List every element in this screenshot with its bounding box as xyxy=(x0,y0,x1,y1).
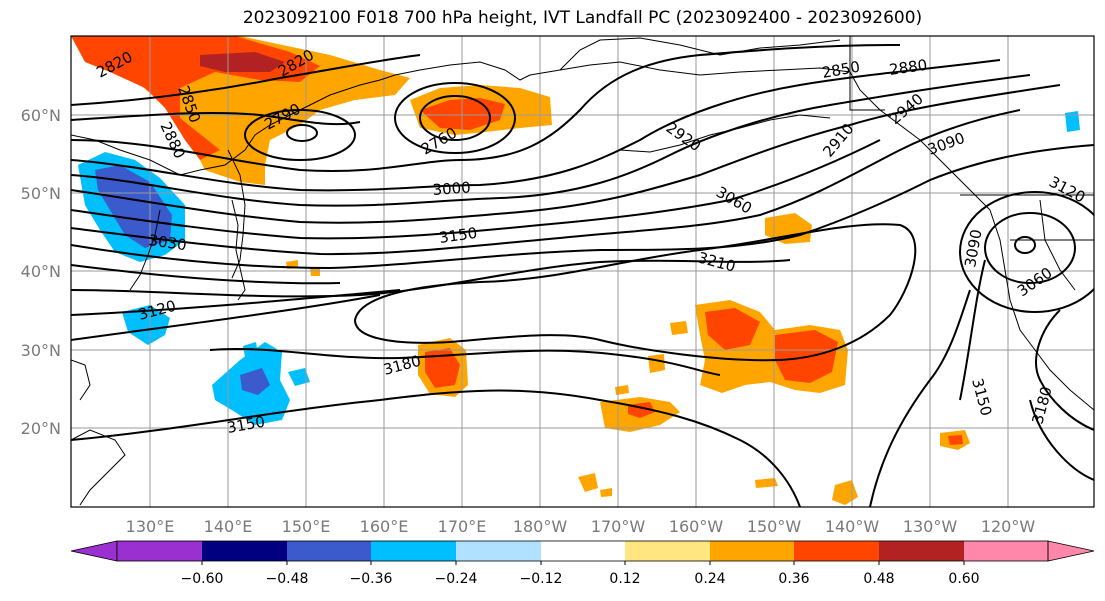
ivt-positive-shading xyxy=(71,36,970,505)
lon-label: 160°W xyxy=(669,517,724,536)
colorbar-max-extension xyxy=(1047,540,1095,562)
lon-label: 170°W xyxy=(591,517,646,536)
colorbar-tick-label: −0.36 xyxy=(350,571,393,587)
colorbar-segment xyxy=(117,541,202,561)
colorbar-segment xyxy=(794,541,879,561)
colorbar-min-extension xyxy=(70,540,118,562)
colorbar-tick-label: −0.60 xyxy=(181,571,224,587)
colorbar-segment xyxy=(625,541,710,561)
contour-label: 3000 xyxy=(432,178,471,199)
contour-label: 3030 xyxy=(147,231,187,254)
contour-label: 2880 xyxy=(888,56,928,79)
lat-label-30n: 30°N xyxy=(21,341,61,360)
contour-label: 3150 xyxy=(438,224,478,247)
lon-label: 120°W xyxy=(981,517,1036,536)
colorbar-segment xyxy=(371,541,456,561)
colorbar-segment xyxy=(541,541,625,561)
colorbar-segment xyxy=(456,541,541,561)
lat-label-40n: 40°N xyxy=(21,262,61,281)
lat-label-60n: 60°N xyxy=(21,106,61,125)
map-frame xyxy=(70,35,1095,508)
map-title: 2023092100 F018 700 hPa height, IVT Land… xyxy=(242,8,923,28)
colorbar-segment xyxy=(287,541,371,561)
lon-label: 140°W xyxy=(825,517,880,536)
lon-label: 160°E xyxy=(360,517,409,536)
colorbar-tick-label: −0.12 xyxy=(520,571,563,587)
lon-label: 130°W xyxy=(903,517,958,536)
lat-label-50n: 50°N xyxy=(21,184,61,203)
height-contours xyxy=(71,44,1094,507)
colorbar-tick-label: 0.36 xyxy=(778,571,809,587)
lon-label: 170°E xyxy=(438,517,487,536)
lon-label: 140°E xyxy=(204,517,253,536)
colorbar-outline xyxy=(116,540,1049,562)
colorbar-tick-label: −0.24 xyxy=(435,571,478,587)
colorbar: −0.60 −0.48 −0.36 −0.24 −0.12 0.12 0.24 … xyxy=(70,540,1095,587)
lon-label: 150°W xyxy=(747,517,802,536)
colorbar-tick-label: 0.60 xyxy=(948,571,979,587)
lon-label: 130°E xyxy=(126,517,175,536)
latitude-labels: 60°N 50°N 40°N 30°N 20°N xyxy=(21,106,61,438)
longitude-labels: 130°E 140°E 150°E 160°E 170°E 180°W 170°… xyxy=(126,517,1036,536)
colorbar-tick-label: 0.48 xyxy=(863,571,894,587)
lat-label-20n: 20°N xyxy=(21,419,61,438)
colorbar-segment xyxy=(964,541,1048,561)
lon-label: 180°W xyxy=(513,517,568,536)
colorbar-segment xyxy=(202,541,287,561)
colorbar-tick-label: 0.24 xyxy=(694,571,725,587)
lon-label: 150°E xyxy=(282,517,331,536)
colorbar-tick-label: 0.12 xyxy=(609,571,640,587)
colorbar-segment xyxy=(879,541,964,561)
colorbar-segment xyxy=(710,541,794,561)
colorbar-ticks xyxy=(201,561,965,565)
colorbar-tick-label: −0.48 xyxy=(266,571,309,587)
